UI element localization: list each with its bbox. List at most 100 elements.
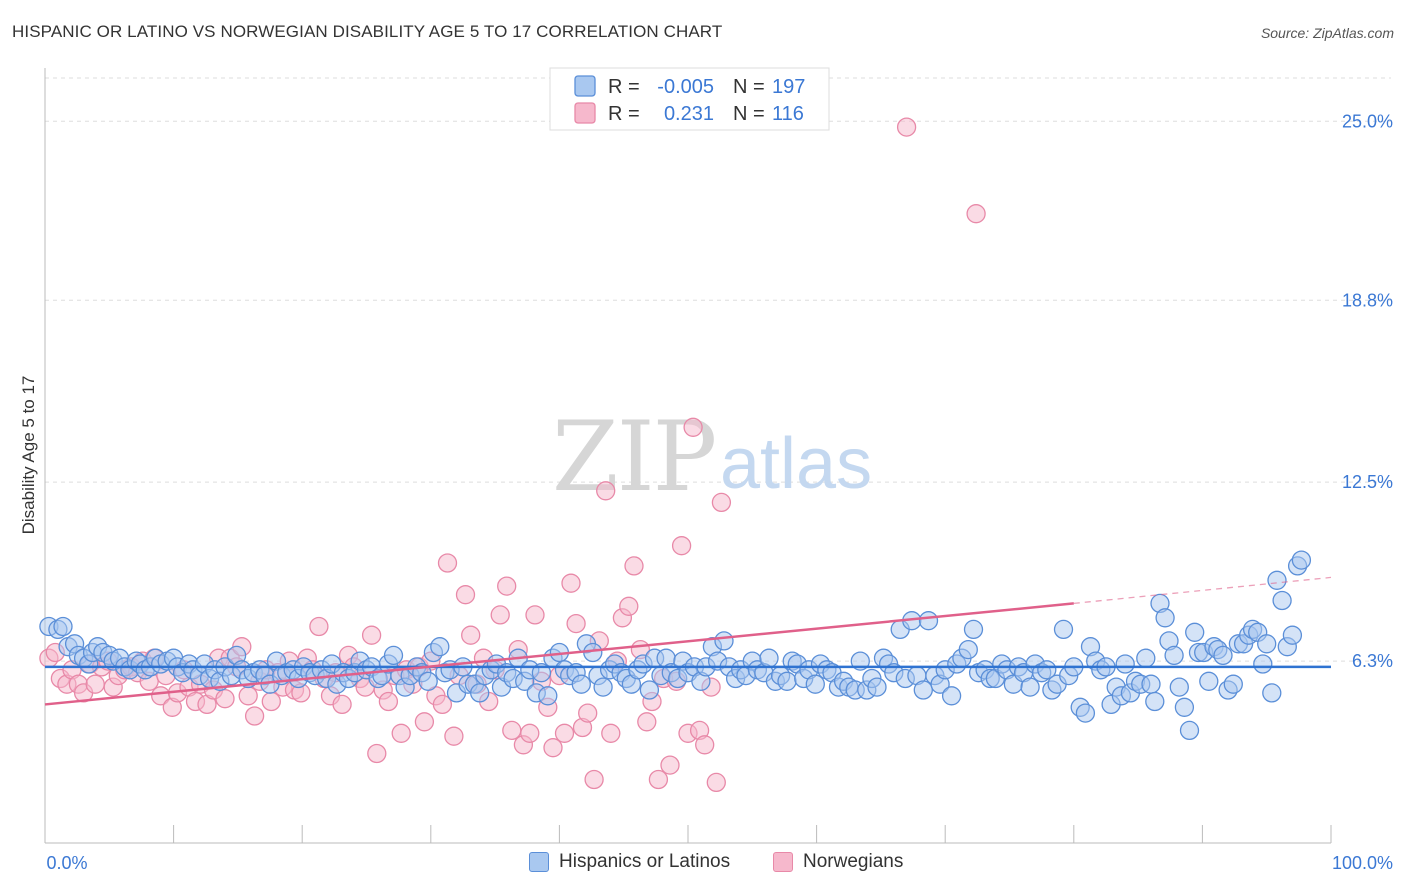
hispanic-point	[593, 677, 613, 697]
hispanic-point	[1053, 619, 1074, 640]
hispanic-point	[850, 651, 870, 671]
norwegian-point	[596, 481, 616, 501]
hispanic-point	[1136, 648, 1156, 668]
norwegian-point	[502, 720, 522, 741]
legend-r-label: R =	[608, 76, 640, 98]
norwegian-point	[683, 417, 703, 437]
norwegian-point	[238, 686, 258, 706]
hispanic-point	[1115, 654, 1135, 674]
hispanic-point	[759, 648, 779, 668]
hispanic-point	[1282, 625, 1303, 645]
norwegian-point	[309, 616, 329, 637]
norwegian-point	[490, 605, 510, 625]
hispanic-point	[913, 680, 933, 700]
norwegian-point	[391, 723, 411, 743]
norwegian-point	[637, 712, 657, 732]
norwegian-point	[660, 755, 680, 775]
y-tick-label: 25.0%	[1342, 111, 1393, 131]
norwegian-point	[896, 117, 917, 137]
norwegian-point	[601, 723, 621, 743]
norwegian-point	[695, 735, 715, 755]
hispanic-point	[383, 645, 404, 666]
norwegian-point	[671, 536, 692, 556]
norwegian-point	[367, 743, 387, 764]
hispanic-point	[1262, 683, 1282, 703]
norwegian-point	[432, 694, 453, 715]
watermark-atlas: atlas	[720, 424, 872, 504]
x-tick-label-end: 100.0%	[1332, 853, 1393, 873]
y-tick-label: 18.8%	[1342, 290, 1393, 310]
correlation-legend: R = -0.005 N = 197 R = 0.231 N = 116	[549, 67, 830, 131]
legend-r-value: 0.231	[664, 103, 714, 125]
legend-n-label: N =	[733, 103, 765, 125]
legend-swatch-blue	[574, 75, 596, 97]
y-axis-label: Disability Age 5 to 17	[19, 376, 38, 535]
legend-label-norwegians: Norwegians	[803, 851, 904, 872]
norwegian-point	[706, 772, 726, 793]
hispanic-point	[1155, 608, 1175, 628]
norwegian-point	[261, 691, 281, 712]
norwegian-point	[561, 573, 581, 593]
hispanic-point	[639, 680, 660, 700]
norwegian-trendline-extension	[1073, 576, 1332, 605]
y-tick-label: 6.3%	[1352, 651, 1393, 671]
norwegian-point	[215, 689, 235, 709]
hispanic-point	[1179, 720, 1200, 741]
hispanic-point	[1223, 674, 1243, 694]
norwegian-point	[566, 613, 586, 634]
norwegian-point	[378, 691, 399, 712]
norwegian-point	[497, 576, 517, 596]
hispanic-point	[777, 671, 797, 691]
hispanic-point	[958, 639, 978, 660]
norwegian-point	[444, 726, 464, 746]
legend-swatch-pink	[773, 852, 793, 872]
norwegian-point	[624, 556, 644, 576]
hispanic-point	[1185, 622, 1205, 642]
norwegian-point	[554, 723, 575, 743]
source-label: Source: ZipAtlas.com	[1260, 25, 1394, 41]
hispanic-point	[918, 611, 939, 631]
legend-r-label: R =	[608, 103, 640, 125]
legend-n-value: 116	[772, 103, 804, 125]
hispanic-point	[1075, 703, 1096, 723]
norwegian-point	[648, 769, 669, 790]
legend-swatch-blue	[529, 852, 549, 872]
hispanic-point	[571, 674, 591, 694]
norwegian-point	[244, 706, 265, 726]
norwegian-point	[525, 605, 545, 625]
hispanic-point	[1272, 590, 1292, 611]
hispanic-point	[538, 686, 558, 706]
legend-n-label: N =	[733, 76, 765, 98]
legend-item-norwegians[interactable]: Norwegians	[773, 851, 903, 873]
legend-box	[549, 67, 830, 131]
norwegian-point	[711, 492, 732, 513]
hispanic-point	[531, 663, 552, 683]
hispanic-point	[963, 619, 984, 640]
hispanic-point	[714, 631, 734, 651]
norwegian-point	[361, 625, 382, 645]
hispanic-point	[1257, 634, 1277, 654]
norwegian-point	[455, 585, 476, 605]
norwegian-point	[437, 553, 458, 573]
hispanic-point	[1291, 550, 1312, 570]
hispanic-point	[1145, 691, 1165, 712]
hispanic-point	[418, 671, 438, 691]
hispanic-point	[1141, 674, 1161, 694]
legend-n-value: 197	[772, 76, 805, 98]
norwegian-point	[578, 703, 598, 723]
legend-swatch-pink	[574, 102, 596, 124]
legend-label-hispanics: Hispanics or Latinos	[559, 851, 731, 872]
legend-item-hispanics[interactable]: Hispanics or Latinos	[529, 851, 730, 873]
norwegian-point	[85, 674, 105, 694]
hispanic-point	[1037, 660, 1057, 680]
norwegian-point	[543, 738, 563, 758]
y-tick-label: 12.5%	[1342, 472, 1393, 492]
norwegian-point	[584, 769, 604, 790]
norwegian-point	[619, 596, 639, 616]
norwegian-point	[966, 204, 986, 224]
x-tick-label-start: 0.0%	[46, 853, 87, 873]
watermark-zip: ZIP	[552, 401, 715, 513]
hispanic-point	[1164, 645, 1184, 666]
hispanic-point	[1267, 570, 1287, 590]
